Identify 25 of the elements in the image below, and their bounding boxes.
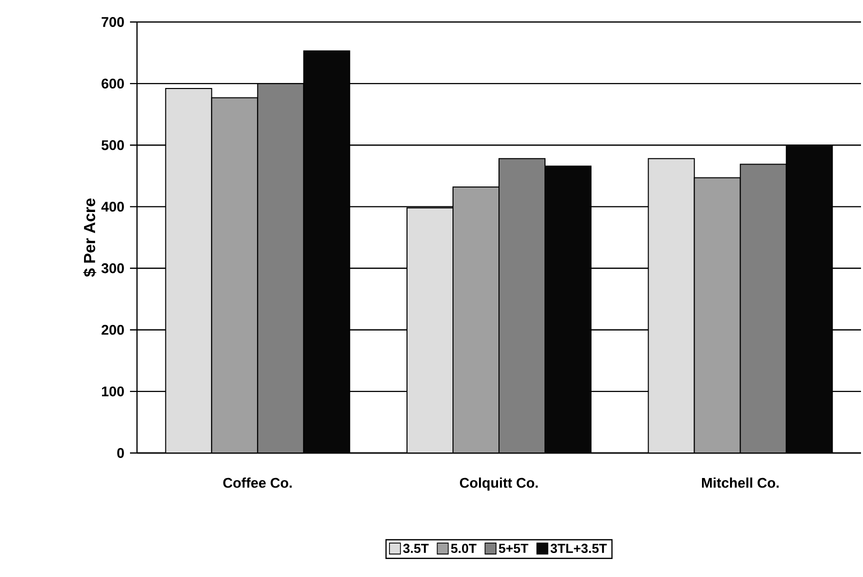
y-tick-label: 300	[101, 263, 124, 274]
bar	[257, 83, 304, 453]
bar	[498, 158, 546, 453]
bar	[648, 158, 695, 453]
legend-label: 3TL+3.5T	[550, 544, 607, 554]
bar	[452, 186, 500, 453]
bar	[740, 164, 787, 453]
bar	[165, 88, 212, 453]
y-tick-label: 200	[102, 324, 124, 335]
y-axis-title: $ Per Acre	[83, 198, 96, 277]
legend-label: 5.0T	[451, 544, 477, 553]
bar	[694, 177, 741, 453]
x-tick-label: Coffee Co.	[223, 478, 292, 488]
bar	[406, 207, 454, 453]
y-tick-label: 700	[102, 17, 124, 27]
y-tick-label: 500	[102, 140, 124, 150]
y-tick-label: 600	[102, 78, 124, 89]
x-tick-label: Mitchell Co.	[702, 478, 779, 488]
bar	[211, 97, 258, 453]
legend-label: 3.5T	[403, 544, 429, 554]
y-tick-label: 400	[101, 202, 124, 212]
legend-label: 5+5T	[498, 544, 528, 553]
y-tick-label: 100	[102, 386, 124, 396]
x-tick-label: Colquitt Co.	[460, 478, 538, 491]
y-tick-label: 0	[117, 448, 124, 458]
